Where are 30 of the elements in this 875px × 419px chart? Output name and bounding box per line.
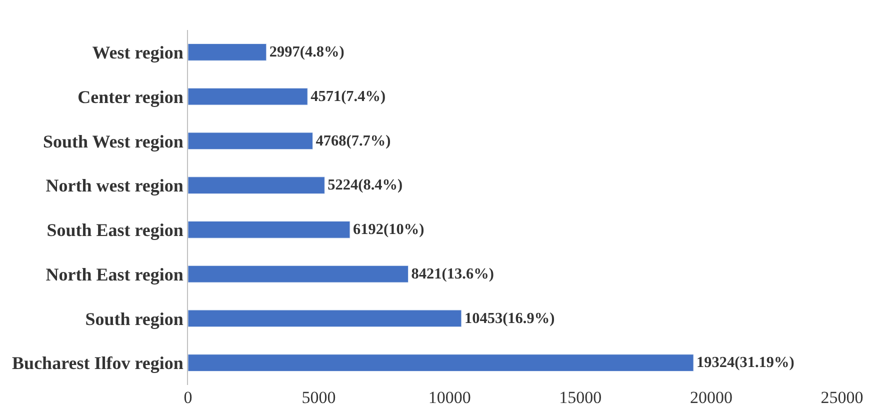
- x-tick-label: 15000: [559, 388, 602, 407]
- data-label: 8421(13.6%): [411, 265, 494, 282]
- bar: [188, 265, 409, 283]
- bar: [188, 44, 267, 61]
- bar: [188, 354, 694, 372]
- y-tick-label: Bucharest Ilfov region: [12, 353, 184, 374]
- data-label: 10453(16.9%): [464, 310, 555, 327]
- data-label: 5224(8.4%): [328, 176, 403, 194]
- data-label: 4571(7.4%): [310, 88, 386, 105]
- y-tick-label: Center region: [78, 86, 184, 107]
- bar: [188, 310, 462, 328]
- bar: [188, 221, 350, 238]
- y-tick-label: North west region: [46, 176, 184, 196]
- y-tick-label: South East region: [46, 220, 184, 240]
- bar: [188, 176, 325, 194]
- data-label: 6192(10%): [352, 221, 424, 238]
- y-tick-label: West region: [92, 42, 184, 62]
- x-tick-label: 25000: [820, 388, 864, 407]
- y-tick-label: South region: [85, 308, 184, 329]
- x-tick-label: 10000: [428, 388, 471, 407]
- x-tick-label: 0: [184, 388, 192, 407]
- data-label: 19324(31.19%): [696, 354, 794, 372]
- data-label: 4768(7.7%): [316, 132, 391, 150]
- y-tick-label: North East region: [46, 264, 184, 284]
- x-tick-label: 20000: [690, 388, 732, 407]
- y-tick-label: South West region: [43, 131, 184, 152]
- x-tick-label: 5000: [302, 388, 336, 407]
- bar: [188, 88, 308, 106]
- data-label: 2997(4.8%): [269, 44, 344, 61]
- bar: [188, 132, 313, 150]
